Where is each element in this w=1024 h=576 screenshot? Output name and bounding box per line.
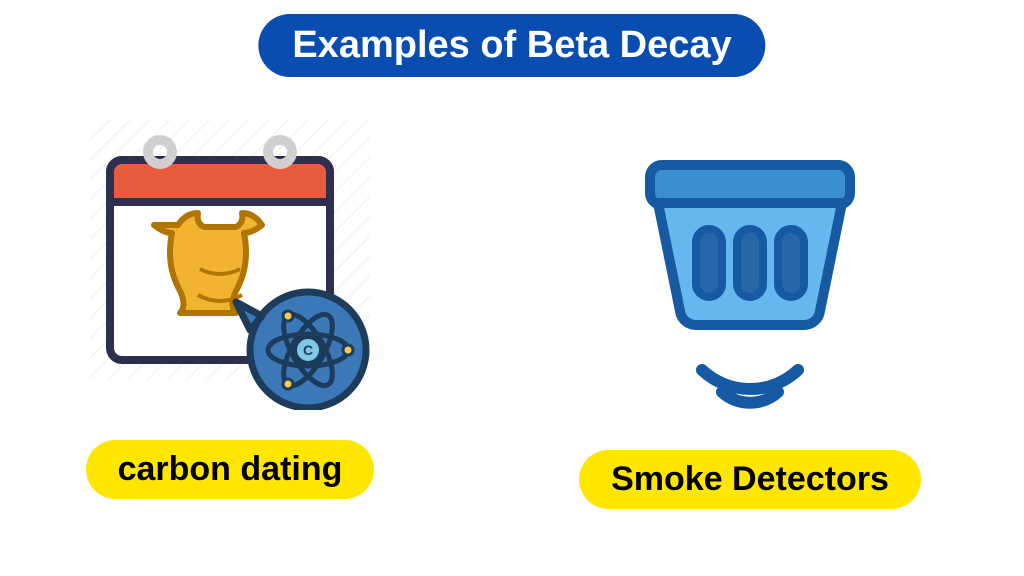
carbon-dating-icon: C	[70, 100, 390, 410]
example-item-smoke-detectors: Smoke Detectors	[560, 110, 940, 509]
example-item-carbon-dating: C carbon dating	[40, 100, 420, 499]
page-title: Examples of Beta Decay	[258, 14, 765, 77]
label-smoke-detectors: Smoke Detectors	[579, 450, 921, 509]
atom-label: C	[303, 342, 313, 358]
label-carbon-dating: carbon dating	[86, 440, 375, 499]
smoke-detector-icon	[590, 110, 910, 420]
